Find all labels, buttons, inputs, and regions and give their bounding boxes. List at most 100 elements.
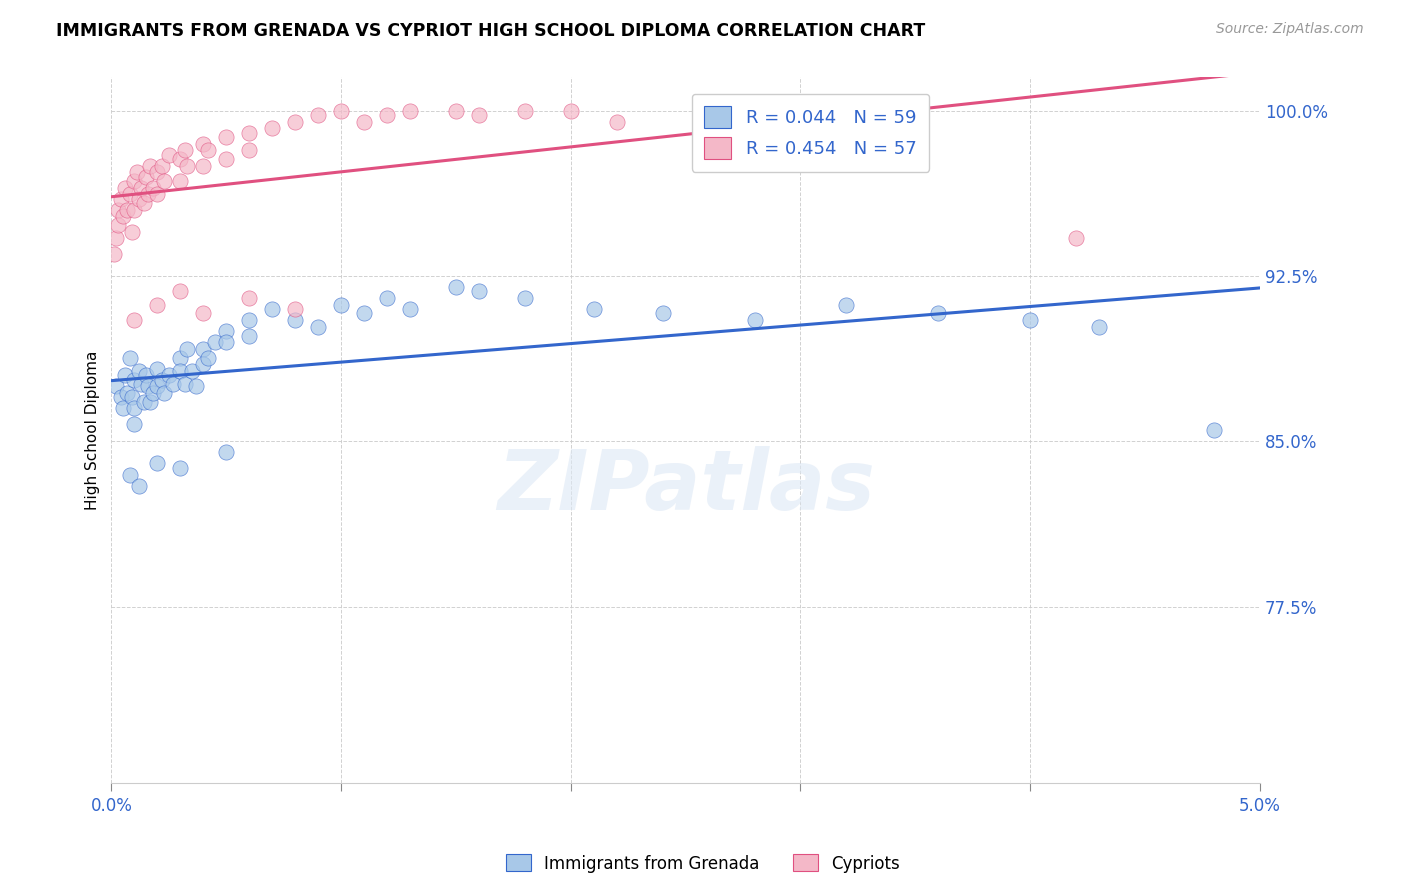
Point (353, 114, 375, 128)
Point (132, 394, 155, 409)
Point (904, 103, 927, 118)
Point (117, 202, 139, 217)
Point (103, 247, 125, 261)
Point (153, 385, 176, 400)
Point (651, 306, 673, 320)
Point (146, 457, 169, 471)
Point (146, 379, 169, 393)
Point (215, 324, 238, 338)
Point (169, 351, 191, 365)
Point (513, 291, 536, 305)
Point (238, 313, 260, 327)
Point (176, 342, 198, 356)
Point (146, 165, 169, 179)
Point (136, 379, 159, 393)
Point (118, 187, 141, 202)
Point (132, 196, 155, 211)
Point (1088, 319, 1111, 334)
Point (399, 301, 422, 316)
Point (197, 351, 219, 365)
Point (186, 379, 208, 393)
Point (399, 103, 422, 118)
Point (375, 108, 398, 122)
Point (135, 368, 157, 383)
Point (129, 180, 152, 194)
Point (128, 192, 150, 206)
Point (193, 342, 215, 356)
Point (110, 390, 132, 404)
Point (150, 159, 173, 173)
Point (110, 192, 132, 206)
Text: IMMIGRANTS FROM GRENADA VS CYPRIOT HIGH SCHOOL DIPLOMA CORRELATION CHART: IMMIGRANTS FROM GRENADA VS CYPRIOT HIGH … (56, 22, 925, 40)
Point (204, 335, 226, 350)
Point (215, 130, 238, 145)
Point (193, 306, 215, 320)
Point (375, 291, 398, 305)
Point (162, 377, 184, 392)
Point (193, 136, 215, 151)
Point (1019, 313, 1042, 327)
Point (560, 103, 582, 118)
Point (142, 180, 165, 194)
Point (105, 379, 128, 393)
Point (124, 417, 146, 431)
Point (124, 174, 146, 188)
Legend: R = 0.044   N = 59, R = 0.454   N = 57: R = 0.044 N = 59, R = 0.454 N = 57 (692, 94, 929, 172)
Point (284, 301, 307, 316)
Point (1064, 231, 1087, 245)
Point (582, 301, 605, 316)
Point (139, 159, 162, 173)
Point (444, 103, 467, 118)
Text: Source: ZipAtlas.com: Source: ZipAtlas.com (1216, 22, 1364, 37)
Point (118, 467, 141, 482)
Point (118, 351, 141, 365)
Y-axis label: High School Diploma: High School Diploma (86, 351, 100, 510)
Point (197, 143, 219, 157)
Point (180, 364, 202, 378)
Point (124, 313, 146, 327)
Point (107, 202, 129, 217)
Point (124, 202, 146, 217)
Point (513, 103, 536, 118)
Point (193, 357, 215, 371)
Point (117, 385, 139, 400)
Point (215, 445, 238, 459)
Point (128, 364, 150, 378)
Point (744, 313, 766, 327)
Point (238, 291, 260, 305)
Point (136, 187, 159, 202)
Point (105, 231, 128, 245)
Point (215, 152, 238, 166)
Point (238, 143, 260, 157)
Point (330, 103, 353, 118)
Point (169, 152, 191, 166)
Point (135, 169, 157, 184)
Point (215, 335, 238, 350)
Point (107, 219, 129, 233)
Point (150, 373, 173, 387)
Point (284, 114, 307, 128)
Point (124, 401, 146, 416)
Legend: Immigrants from Grenada, Cypriots: Immigrants from Grenada, Cypriots (499, 847, 907, 880)
Point (174, 143, 197, 157)
Point (169, 461, 191, 475)
Point (142, 385, 165, 400)
Point (153, 174, 176, 188)
Point (146, 187, 169, 202)
Point (146, 298, 169, 312)
Point (262, 121, 284, 136)
Point (353, 306, 375, 320)
Point (174, 377, 197, 392)
Point (1202, 424, 1225, 438)
Point (111, 401, 134, 416)
Point (193, 159, 215, 173)
Text: ZIPatlas: ZIPatlas (496, 446, 875, 527)
Point (835, 298, 858, 312)
Point (121, 390, 143, 404)
Point (125, 165, 148, 179)
Point (176, 159, 198, 173)
Point (121, 225, 143, 239)
Point (114, 368, 136, 383)
Point (606, 114, 628, 128)
Point (114, 180, 136, 194)
